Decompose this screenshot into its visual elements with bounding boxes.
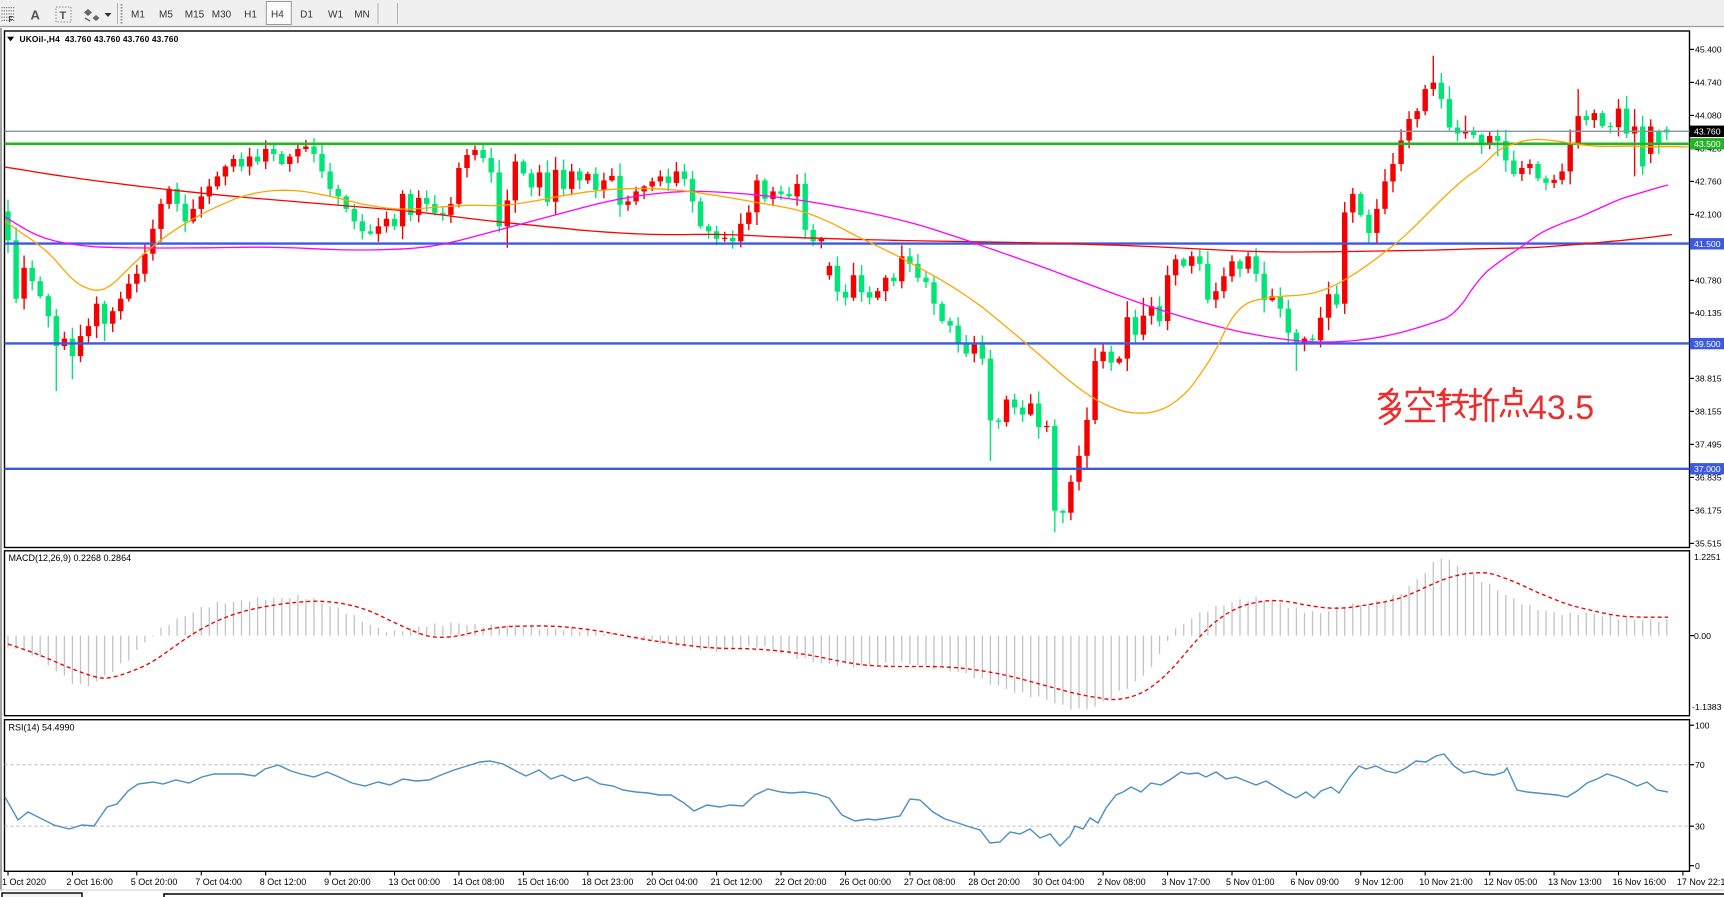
svg-text:100: 100 [1695,720,1710,730]
svg-text:43.500: 43.500 [1694,139,1721,149]
svg-text:13 Nov 13:00: 13 Nov 13:00 [1548,877,1602,887]
svg-text:26 Oct 00:00: 26 Oct 00:00 [840,877,892,887]
svg-text:20 Oct 04:00: 20 Oct 04:00 [646,877,698,887]
svg-text:MACD(12,26,9) 0.2268 0.2864: MACD(12,26,9) 0.2268 0.2864 [9,553,132,563]
svg-text:28 Oct 20:00: 28 Oct 20:00 [968,877,1020,887]
svg-text:5 Nov 01:00: 5 Nov 01:00 [1226,877,1275,887]
svg-text:35.515: 35.515 [1695,539,1722,549]
svg-text:42.100: 42.100 [1695,210,1722,220]
svg-text:T: T [60,10,67,22]
svg-text:7 Oct 04:00: 7 Oct 04:00 [195,877,242,887]
svg-text:5 Oct 20:00: 5 Oct 20:00 [131,877,178,887]
svg-text:9 Oct 20:00: 9 Oct 20:00 [324,877,371,887]
svg-text:44.740: 44.740 [1695,78,1722,88]
svg-text:0.00: 0.00 [1694,631,1711,641]
svg-text:30 Oct 04:00: 30 Oct 04:00 [1033,877,1085,887]
svg-text:40.780: 40.780 [1695,276,1722,286]
svg-text:UKOil-,H4 43.760 43.760 43.76: UKOil-,H4 43.760 43.760 43.760 43.760 [20,34,179,44]
svg-text:15 Oct 16:00: 15 Oct 16:00 [517,877,569,887]
svg-text:6 Nov 09:00: 6 Nov 09:00 [1290,877,1339,887]
svg-text:16 Nov 16:00: 16 Nov 16:00 [1613,877,1667,887]
svg-text:M1: M1 [131,10,145,21]
svg-text:RSI(14) 54.4990: RSI(14) 54.4990 [9,723,75,733]
svg-text:37.495: 37.495 [1695,440,1722,450]
svg-text:M15: M15 [185,10,205,21]
svg-text:41.500: 41.500 [1694,239,1721,249]
svg-text:18 Oct 23:00: 18 Oct 23:00 [582,877,634,887]
svg-text:21 Oct 12:00: 21 Oct 12:00 [711,877,763,887]
svg-text:38.815: 38.815 [1695,374,1722,384]
svg-text:H1: H1 [244,10,257,21]
svg-text:36.835: 36.835 [1695,473,1722,483]
svg-text:M30: M30 [212,10,232,21]
svg-text:1 Oct 2020: 1 Oct 2020 [2,877,46,887]
svg-text:3 Nov 17:00: 3 Nov 17:00 [1162,877,1211,887]
svg-text:30: 30 [1695,821,1705,831]
svg-text:9 Nov 12:00: 9 Nov 12:00 [1355,877,1404,887]
svg-text:D1: D1 [300,10,313,21]
svg-text:0: 0 [1695,861,1700,871]
svg-text:36.175: 36.175 [1695,506,1722,516]
svg-text:39.500: 39.500 [1694,339,1721,349]
svg-text:10 Nov 21:00: 10 Nov 21:00 [1419,877,1473,887]
svg-text:2 Oct 16:00: 2 Oct 16:00 [66,877,113,887]
svg-text:45.400: 45.400 [1695,45,1722,55]
svg-text:40.135: 40.135 [1695,308,1722,318]
svg-text:1.2251: 1.2251 [1694,552,1721,562]
svg-text:W1: W1 [328,10,343,21]
svg-text:MN: MN [354,10,370,21]
svg-text:70: 70 [1695,760,1705,770]
svg-text:M5: M5 [159,10,173,21]
svg-text:43.5: 43.5 [1528,389,1594,427]
svg-text:13 Oct 00:00: 13 Oct 00:00 [389,877,441,887]
svg-text:38.155: 38.155 [1695,407,1722,417]
svg-text:12 Nov 05:00: 12 Nov 05:00 [1484,877,1538,887]
svg-text:A: A [31,8,41,23]
svg-text:H4: H4 [271,10,284,21]
svg-text:37.000: 37.000 [1694,464,1721,474]
svg-text:27 Oct 08:00: 27 Oct 08:00 [904,877,956,887]
svg-text:17 Nov 22:15: 17 Nov 22:15 [1677,877,1724,887]
svg-text:22 Oct 20:00: 22 Oct 20:00 [775,877,827,887]
svg-text:F: F [9,15,14,24]
svg-text:2 Nov 08:00: 2 Nov 08:00 [1097,877,1146,887]
svg-text:8 Oct 12:00: 8 Oct 12:00 [260,877,307,887]
svg-text:42.760: 42.760 [1695,177,1722,187]
svg-text:43.760: 43.760 [1694,127,1721,137]
svg-text:14 Oct 08:00: 14 Oct 08:00 [453,877,505,887]
svg-text:-1.1383: -1.1383 [1692,702,1722,712]
svg-text:44.080: 44.080 [1695,111,1722,121]
